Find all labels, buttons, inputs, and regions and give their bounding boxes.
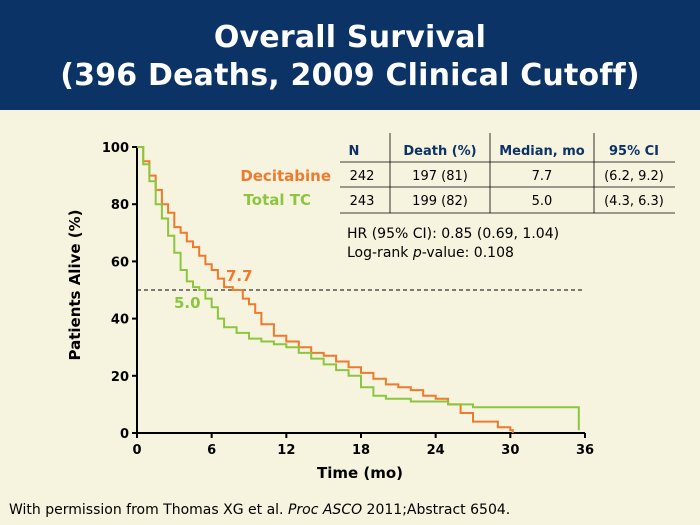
table-cell: (4.3, 6.3) [604, 194, 664, 209]
survival-curves [137, 146, 580, 433]
x-axis-title: Time (mo) [317, 464, 403, 482]
median-label-total-tc: 5.0 [174, 294, 201, 312]
table-cell: 243 [350, 194, 375, 209]
chart-axes [132, 146, 586, 438]
table-row-label-total-tc: Total TC [244, 191, 311, 209]
slide-header: Overall Survival (396 Deaths, 2009 Clini… [0, 0, 700, 110]
logrank-prefix: Log-rank [347, 245, 413, 261]
citation-journal: Proc ASCO [287, 502, 363, 518]
y-tick-label: 20 [111, 370, 129, 385]
y-tick-label: 80 [111, 198, 129, 213]
table-header-median: Median, mo [499, 144, 585, 159]
survival-chart: 0 20 40 60 80 100 0 6 12 18 24 30 36 Patients Alive … [66, 133, 675, 482]
logrank-p: p [412, 245, 422, 261]
logrank-text: Log-rank p-value: 0.108 [347, 245, 514, 261]
y-tick-label: 60 [111, 255, 129, 270]
y-tick-label: 0 [120, 427, 129, 442]
tick-labels: 0 20 40 60 80 100 0 6 12 18 24 30 36 [102, 141, 594, 458]
y-axis-title: Patients Alive (%) [66, 209, 84, 360]
x-tick-label: 30 [501, 443, 519, 458]
table-header-ci: 95% CI [609, 144, 659, 159]
table-row-label-decitabine: Decitabine [240, 167, 331, 185]
x-tick-label: 6 [207, 443, 216, 458]
y-tick-label: 100 [102, 141, 129, 156]
y-tick-label: 40 [111, 313, 129, 328]
series-line-total-tc [137, 146, 580, 431]
summary-table: N Death (%) Median, mo 95% CI Decitabine… [240, 133, 675, 214]
table-cell: 197 (81) [412, 169, 468, 184]
x-tick-label: 0 [132, 443, 141, 458]
hazard-ratio-text: HR (95% CI): 0.85 (0.69, 1.04) [347, 226, 559, 242]
table-cell: 199 (82) [412, 194, 468, 209]
table-cell: 7.7 [532, 169, 553, 184]
x-tick-label: 24 [427, 443, 445, 458]
x-tick-label: 36 [576, 443, 594, 458]
logrank-suffix: -value: 0.108 [422, 245, 514, 261]
citation-prefix: With permission from Thomas XG et al. [9, 502, 288, 518]
citation-suffix: 2011;Abstract 6504. [362, 502, 511, 518]
table-cell: 5.0 [532, 194, 553, 209]
table-header-death: Death (%) [403, 144, 476, 159]
median-label-decitabine: 7.7 [226, 267, 253, 285]
table-cell: 242 [350, 169, 375, 184]
x-tick-label: 12 [277, 443, 295, 458]
table-cell: (6.2, 9.2) [604, 169, 664, 184]
slide-title-line-2: (396 Deaths, 2009 Clinical Cutoff) [60, 58, 640, 93]
slide-title-line-1: Overall Survival [213, 20, 487, 55]
citation: With permission from Thomas XG et al. Pr… [9, 502, 510, 518]
x-tick-label: 18 [352, 443, 370, 458]
table-header-n: N [349, 144, 360, 159]
series-line-decitabine [137, 146, 514, 433]
